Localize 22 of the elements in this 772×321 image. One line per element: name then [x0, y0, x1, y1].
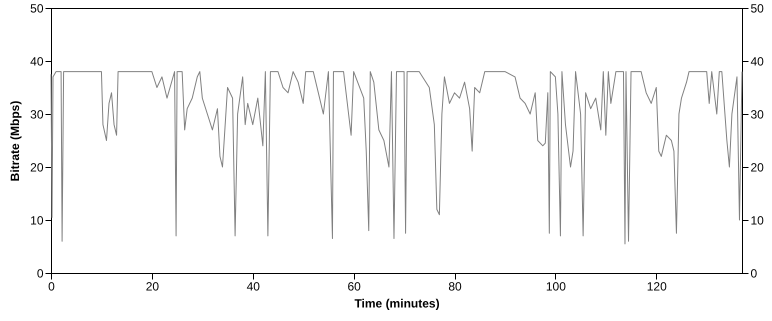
y-tick-label: 20: [30, 160, 44, 174]
y-tick-label: 50: [30, 2, 44, 16]
y-tick-label: 30: [30, 108, 44, 122]
x-tick-label: 100: [546, 280, 566, 294]
y-tick-label: 10: [30, 214, 44, 228]
x-tick-label: 20: [146, 280, 160, 294]
x-tick-label: 0: [48, 280, 56, 294]
x-tick-label: 80: [448, 280, 462, 294]
x-tick-label: 120: [646, 280, 668, 294]
line-series: [50, 71, 742, 244]
y-tick-label: 0: [36, 266, 44, 280]
y-tick-label: 40: [30, 54, 44, 68]
y2-tick-label: 10: [750, 214, 764, 228]
y2-tick-label: 30: [750, 108, 764, 122]
y2-tick-label: 50: [750, 2, 764, 16]
y2-tick-label: 20: [750, 160, 764, 174]
y2-tick-label: 0: [750, 266, 758, 280]
x-axis-title: Time (minutes): [354, 296, 440, 310]
x-tick-label: 60: [347, 280, 362, 294]
x-tick-label: 40: [246, 280, 260, 294]
y2-tick-label: 40: [750, 54, 764, 68]
y-axis-title: Bitrate (Mbps): [8, 100, 22, 182]
